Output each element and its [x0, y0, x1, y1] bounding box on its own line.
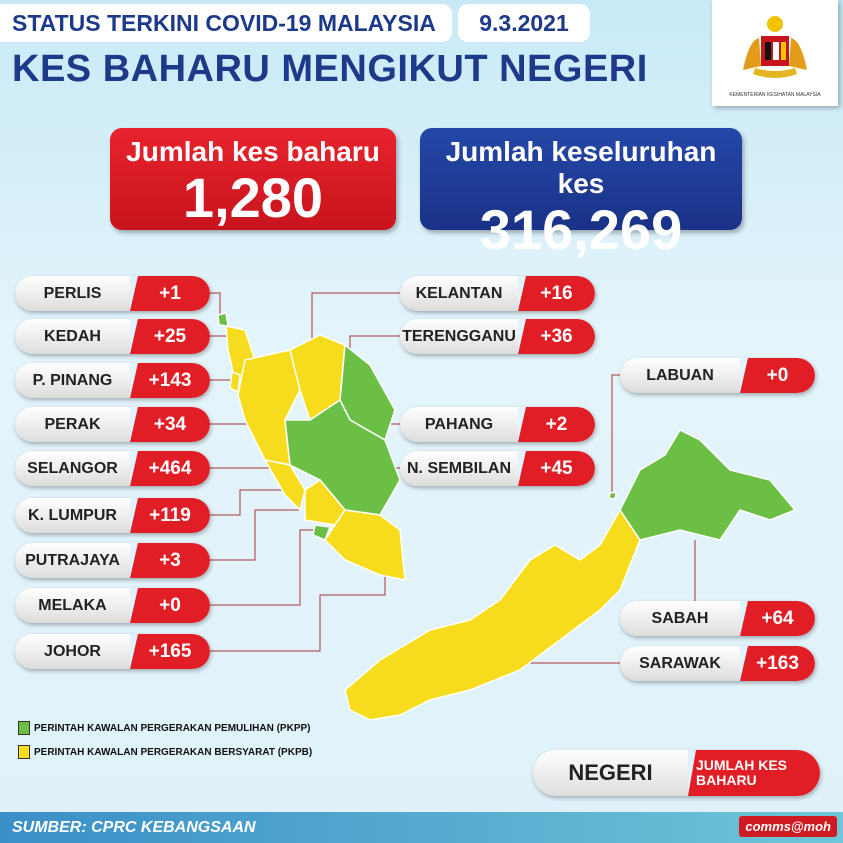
cumulative-cases-value: 316,269 — [479, 198, 683, 261]
new-cases-value: 1,280 — [182, 166, 324, 229]
map-johor — [324, 509, 406, 581]
state-pill-johor: JOHOR +165 — [15, 634, 210, 669]
state-name: PERLIS — [15, 276, 130, 311]
map-selangor — [263, 458, 306, 512]
state-cases: +163 — [740, 646, 815, 681]
state-name: TERENGGANU — [400, 319, 518, 354]
map-sabah — [619, 429, 797, 541]
pkpb-swatch — [18, 745, 30, 759]
state-name: P. PINANG — [15, 363, 130, 398]
state-cases: +3 — [130, 543, 210, 578]
state-cases: +2 — [518, 407, 595, 442]
state-name: JOHOR — [15, 634, 130, 669]
state-cases: +0 — [740, 358, 815, 393]
legend-pkpp: PERINTAH KAWALAN PERGERAKAN PEMULIHAN (P… — [18, 721, 311, 735]
state-pill-k-lumpur: K. LUMPUR +119 — [15, 498, 210, 533]
state-name: KEDAH — [15, 319, 130, 354]
state-name: N. SEMBILAN — [400, 451, 518, 486]
state-pill-kelantan: KELANTAN +16 — [400, 276, 595, 311]
state-cases: +119 — [130, 498, 210, 533]
new-cases-label: Jumlah kes baharu — [126, 136, 380, 167]
state-cases: +165 — [130, 634, 210, 669]
status-header: STATUS TERKINI COVID-19 MALAYSIA — [0, 4, 452, 42]
pkpp-swatch — [18, 721, 30, 735]
state-pill-perak: PERAK +34 — [15, 407, 210, 442]
state-name: SABAH — [620, 601, 740, 636]
cumulative-cases-box: Jumlah keseluruhan kes 316,269 — [420, 128, 742, 260]
state-cases: +464 — [130, 451, 210, 486]
state-cases: +34 — [130, 407, 210, 442]
state-pill-putrajaya: PUTRAJAYA +3 — [15, 543, 210, 578]
legend-label: PERINTAH KAWALAN PERGERAKAN BERSYARAT (P… — [34, 746, 313, 758]
state-name: PAHANG — [400, 407, 518, 442]
state-pill-melaka: MELAKA +0 — [15, 588, 210, 623]
state-name: PUTRAJAYA — [15, 543, 130, 578]
state-name: SARAWAK — [620, 646, 740, 681]
state-pill-n-sembilan: N. SEMBILAN +45 — [400, 451, 595, 486]
date-label: 9.3.2021 — [458, 4, 590, 42]
state-name: K. LUMPUR — [15, 498, 130, 533]
page-title: KES BAHARU MENGIKUT NEGERI — [12, 48, 648, 90]
state-pill-kedah: KEDAH +25 — [15, 319, 210, 354]
comms-handle: comms@moh — [739, 816, 837, 837]
key-pill: NEGERI JUMLAH KES BAHARU — [533, 750, 820, 796]
state-pill-pahang: PAHANG +2 — [400, 407, 595, 442]
legend-pkpb: PERINTAH KAWALAN PERGERAKAN BERSYARAT (P… — [18, 745, 312, 759]
new-cases-box: Jumlah kes baharu 1,280 — [110, 128, 396, 230]
state-pill-sarawak: SARAWAK +163 — [620, 646, 815, 681]
state-name: SELANGOR — [15, 451, 130, 486]
state-name: KELANTAN — [400, 276, 518, 311]
state-pill-p-pinang: P. PINANG +143 — [15, 363, 210, 398]
state-name: LABUAN — [620, 358, 740, 393]
state-cases: +25 — [130, 319, 210, 354]
state-cases: +45 — [518, 451, 595, 486]
map-labuan — [608, 491, 617, 500]
state-name: MELAKA — [15, 588, 130, 623]
state-pill-perlis: PERLIS +1 — [15, 276, 210, 311]
state-pill-terengganu: TERENGGANU +36 — [400, 319, 595, 354]
cumulative-cases-label: Jumlah keseluruhan kes — [445, 136, 717, 199]
state-cases: +36 — [518, 319, 595, 354]
state-cases: +143 — [130, 363, 210, 398]
state-cases: +64 — [740, 601, 815, 636]
state-pill-selangor: SELANGOR +464 — [15, 451, 210, 486]
ministry-logo: KEMENTERIAN KESIHATAN MALAYSIA — [712, 0, 838, 106]
state-cases: +16 — [518, 276, 595, 311]
key-cases-label: JUMLAH KES BAHARU — [688, 750, 820, 796]
state-pill-labuan: LABUAN +0 — [620, 358, 815, 393]
ministry-name: KEMENTERIAN KESIHATAN MALAYSIA — [729, 92, 821, 98]
state-pill-sabah: SABAH +64 — [620, 601, 815, 636]
coat-of-arms-icon — [743, 16, 807, 78]
state-name: PERAK — [15, 407, 130, 442]
legend-label: PERINTAH KAWALAN PERGERAKAN PEMULIHAN (P… — [34, 722, 311, 734]
state-cases: +0 — [130, 588, 210, 623]
key-state-label: NEGERI — [533, 750, 688, 796]
source-footer: SUMBER: CPRC KEBANGSAAN — [0, 812, 843, 843]
state-cases: +1 — [130, 276, 210, 311]
map-perlis — [217, 312, 229, 327]
